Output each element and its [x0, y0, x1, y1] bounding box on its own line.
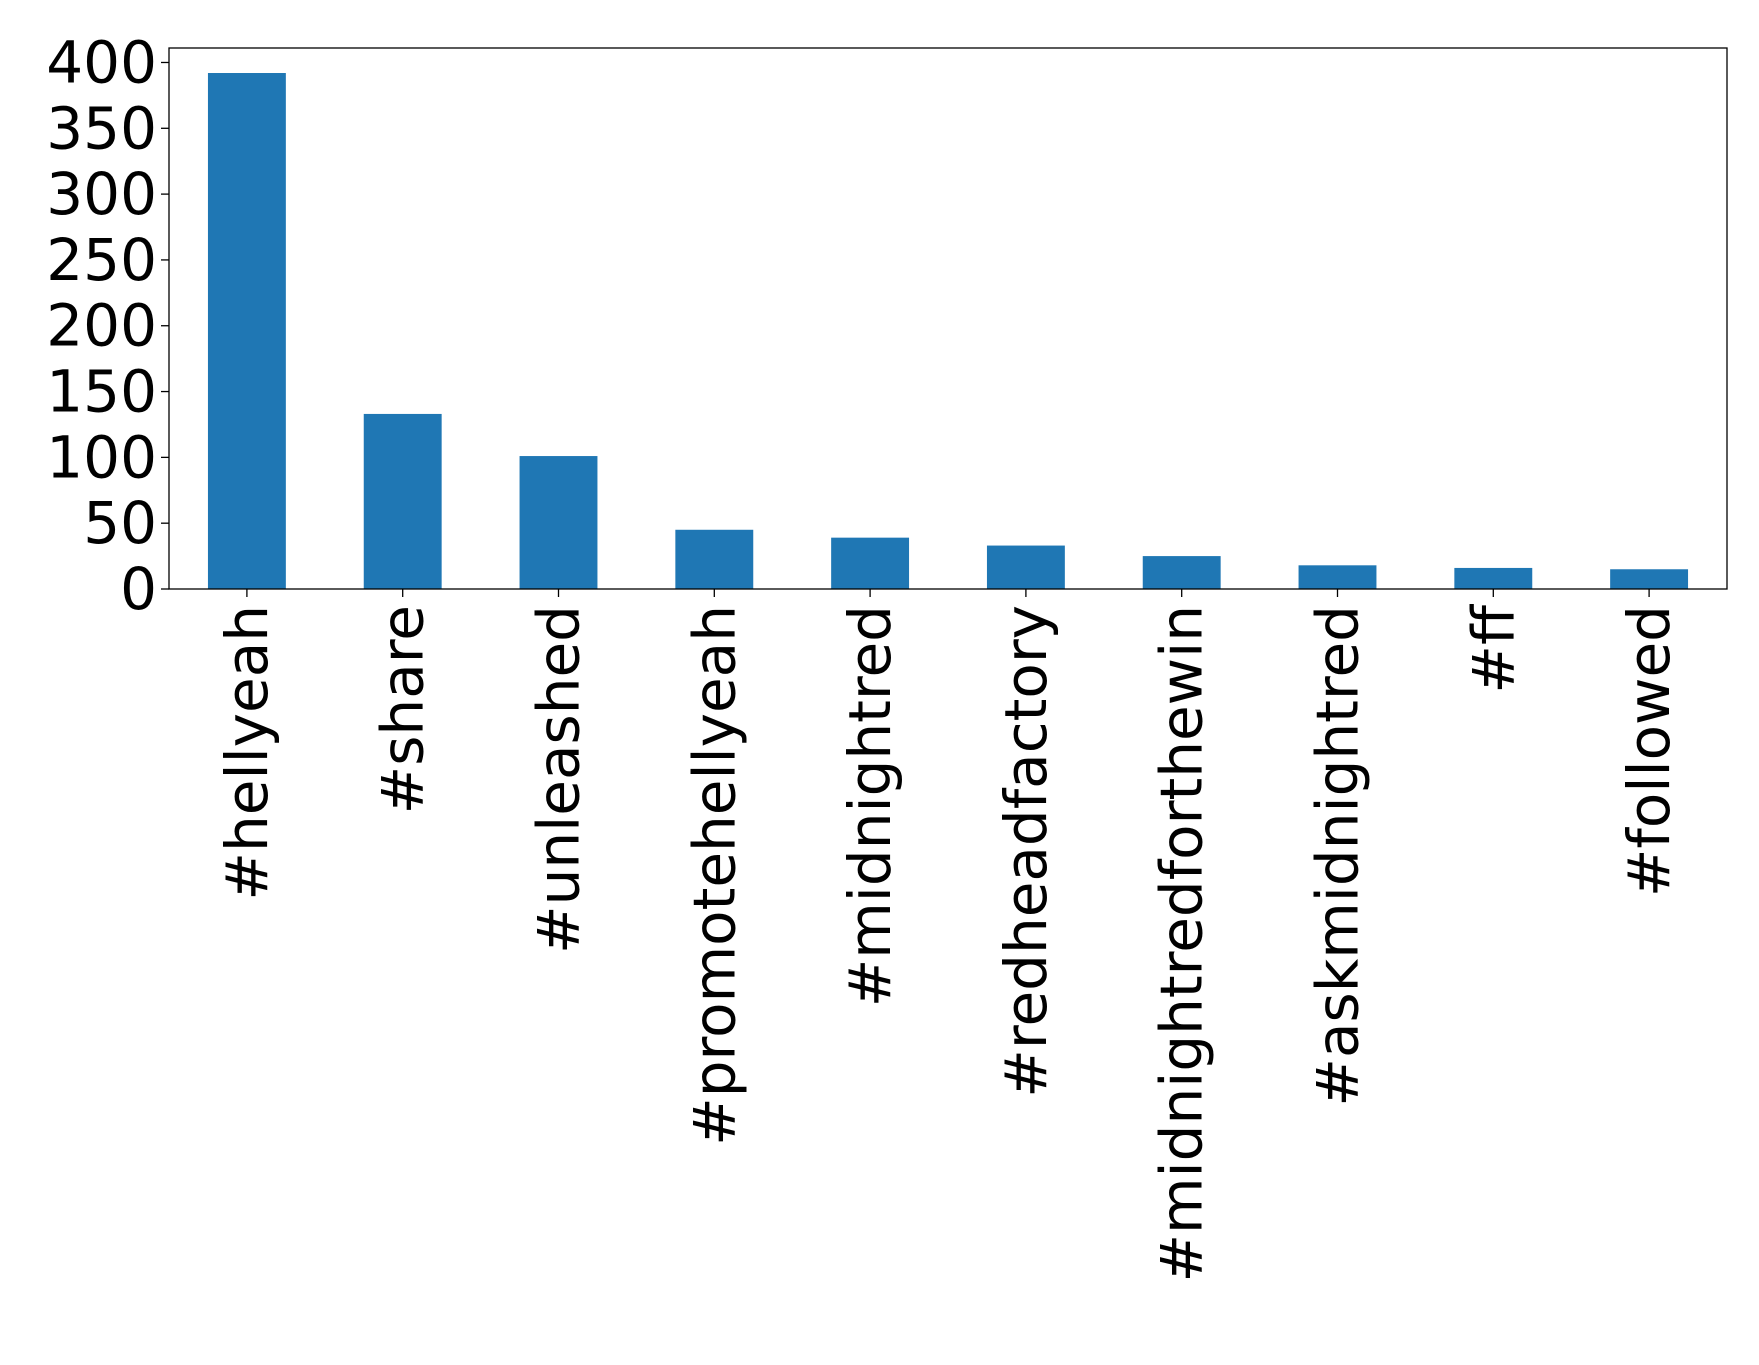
plot-frame: [168, 47, 1728, 590]
x-tick-label-midnightredforthewin: #midnightredforthewin: [1148, 605, 1216, 1283]
y-tick-label: 200: [46, 292, 157, 360]
y-tick-label: 150: [46, 358, 157, 426]
bar-ff: [1454, 567, 1533, 589]
x-tick-label-hellyeah: #hellyeah: [213, 605, 281, 901]
y-tick-label: 0: [120, 555, 157, 623]
bar-promotehellyeah: [675, 529, 754, 589]
y-tick-label: 400: [46, 28, 157, 96]
x-tick-label-ff: #ff: [1459, 603, 1527, 694]
bar-midnightredforthewin: [1142, 556, 1221, 589]
x-tick-label-unleashed: #unleashed: [525, 605, 593, 954]
x-tick-label-redheadfactory: #redheadfactory: [992, 605, 1060, 1098]
x-tick-label-followed: #followed: [1615, 605, 1683, 897]
x-tick-label-askmidnightred: #askmidnightred: [1304, 605, 1372, 1107]
x-tick-label-promotehellyeah: #promotehellyeah: [680, 605, 748, 1146]
bar-askmidnightred: [1298, 565, 1377, 589]
y-tick-label: 100: [46, 423, 157, 491]
bars-group: [207, 73, 1689, 589]
bar-midnightred: [831, 537, 910, 589]
y-tick-label: 50: [83, 489, 157, 557]
bar-followed: [1610, 569, 1689, 589]
y-tick-label: 250: [46, 226, 157, 294]
bar-redheadfactory: [986, 545, 1065, 589]
bar-unleashed: [519, 456, 598, 589]
y-tick-label: 350: [46, 94, 157, 162]
x-tick-label-midnightred: #midnightred: [836, 605, 904, 1007]
y-tick-label: 300: [46, 160, 157, 228]
bar-hellyeah: [207, 73, 286, 589]
x-tick-label-share: #share: [369, 605, 437, 814]
bar-share: [363, 413, 442, 589]
x-axis: #hellyeah #share #unleashed #promotehellyea…: [213, 589, 1683, 1283]
